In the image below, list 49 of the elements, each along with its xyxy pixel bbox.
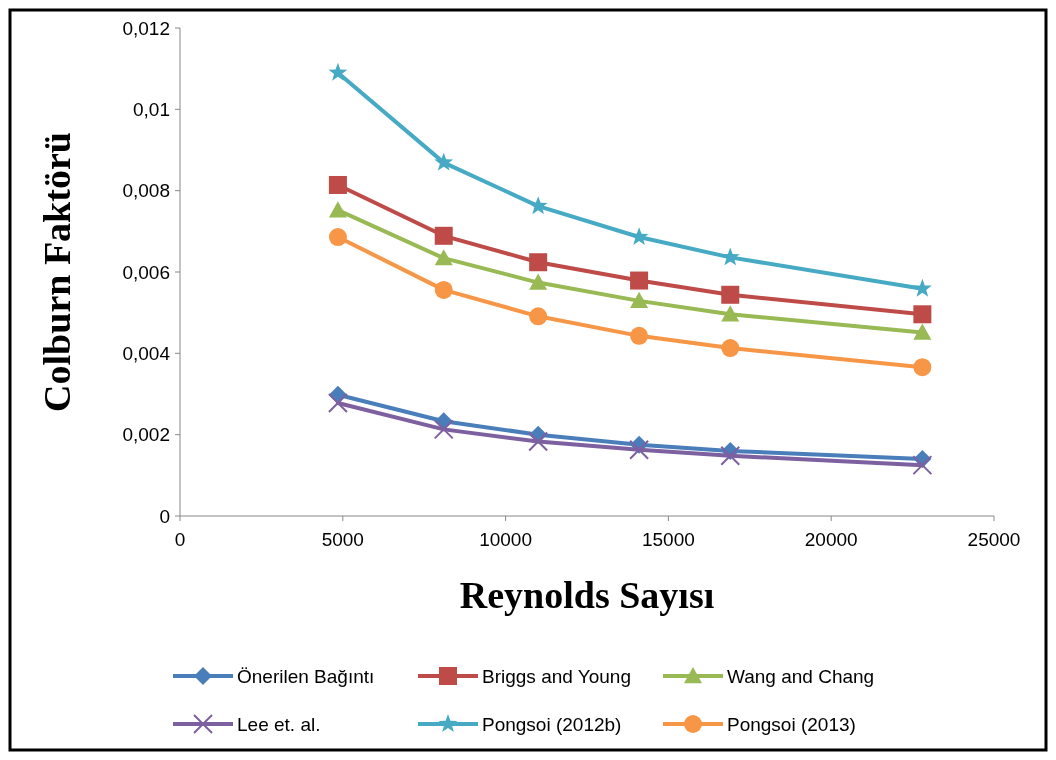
legend-label: Briggs and Young	[482, 665, 631, 687]
y-tick-label: 0,002	[122, 424, 170, 446]
x-tick-label: 10000	[479, 529, 533, 550]
point	[913, 323, 932, 340]
legend-label: Pongsoi (2012b)	[482, 713, 622, 735]
point	[328, 62, 348, 81]
point	[721, 285, 740, 304]
point	[434, 152, 454, 171]
x-tick-label: 20000	[804, 529, 858, 550]
point	[434, 249, 453, 266]
legend-label: Wang and Chang	[727, 665, 875, 687]
x-tick-label: 5000	[321, 529, 364, 550]
point	[630, 291, 649, 309]
point	[434, 226, 453, 245]
point	[528, 431, 549, 452]
point	[630, 326, 649, 345]
point	[721, 305, 740, 322]
point	[433, 419, 454, 440]
point	[912, 278, 932, 297]
point	[529, 307, 548, 326]
y-tick-label: 0,012	[122, 17, 170, 39]
point	[528, 196, 548, 215]
legend-label: Pongsoi (2013)	[727, 713, 856, 735]
point	[529, 253, 548, 272]
point	[913, 358, 932, 377]
x-tick-label: 0	[174, 529, 186, 550]
point	[912, 455, 933, 476]
y-tick-label: 0	[159, 505, 170, 527]
point	[721, 339, 740, 358]
point	[434, 280, 453, 299]
x-tick-label: 25000	[967, 529, 1021, 550]
point	[630, 271, 649, 290]
y-tick-label: 0,004	[122, 342, 171, 364]
y-tick-label: 0,006	[122, 261, 170, 283]
y-tick-label: 0,008	[122, 180, 170, 202]
point	[720, 445, 741, 466]
point	[328, 228, 347, 247]
point	[629, 439, 650, 460]
point	[529, 273, 548, 290]
x-tick-label: 15000	[641, 529, 695, 550]
point	[327, 392, 348, 413]
point	[913, 305, 932, 324]
point	[328, 201, 347, 218]
point	[328, 175, 347, 194]
y-tick-label: 0,01	[133, 98, 170, 120]
legend-label: Lee et. al.	[237, 713, 321, 735]
y-axis-title: Colburn Faktörü	[36, 132, 78, 412]
legend-label: Önerilen Bağıntı	[237, 665, 375, 687]
x-axis-title: Reynolds Sayısı	[459, 574, 715, 616]
